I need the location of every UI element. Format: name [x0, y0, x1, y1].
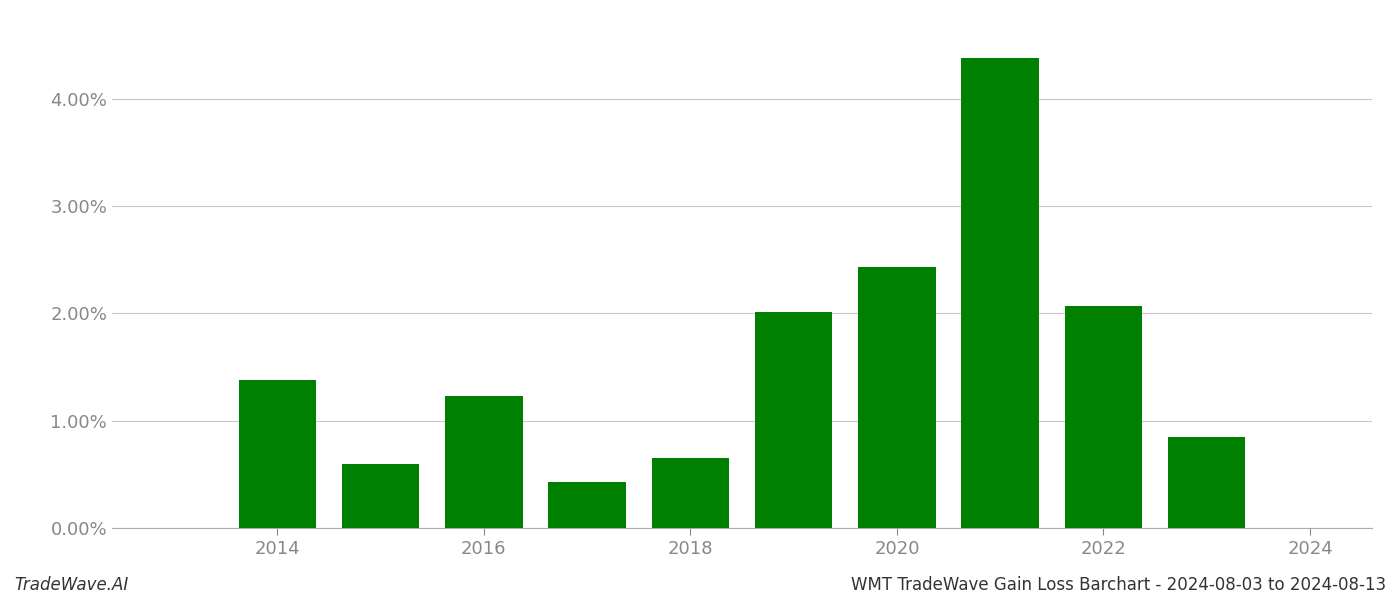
Bar	[342, 464, 419, 528]
Bar	[549, 482, 626, 528]
Bar	[651, 458, 729, 528]
Bar	[858, 267, 935, 528]
Bar	[1065, 306, 1142, 528]
Text: TradeWave.AI: TradeWave.AI	[14, 576, 129, 594]
Bar	[445, 397, 522, 528]
Bar	[238, 380, 316, 528]
Bar	[962, 58, 1039, 528]
Bar	[1168, 437, 1246, 528]
Text: WMT TradeWave Gain Loss Barchart - 2024-08-03 to 2024-08-13: WMT TradeWave Gain Loss Barchart - 2024-…	[851, 576, 1386, 594]
Bar	[755, 312, 833, 528]
